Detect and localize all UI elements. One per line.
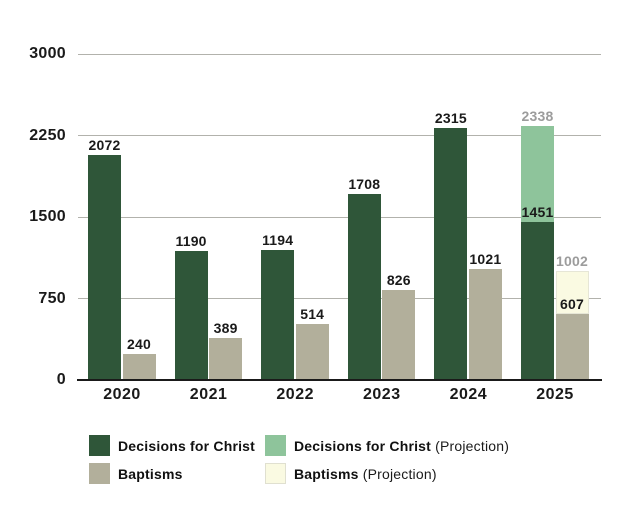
bar-baptisms-2025 xyxy=(555,314,589,380)
y-axis-label-3000: 3000 xyxy=(29,45,66,62)
bar-decisions-for-christ-projection-2025 xyxy=(521,125,554,223)
bar-value-label-decisions-for-christ-2020: 2072 xyxy=(88,136,121,153)
bar-baptisms-2022 xyxy=(295,324,329,380)
bar-baptisms-2021 xyxy=(209,337,243,380)
legend-item-baptisms: Baptisms xyxy=(89,463,183,484)
x-axis-label-2025: 2025 xyxy=(536,386,574,403)
bar-value-label-decisions-for-christ-2022: 1194 xyxy=(262,232,294,249)
bar-value-label-baptisms-2025: 607 xyxy=(560,296,584,313)
legend-swatch-decisions-for-christ-projection xyxy=(265,435,286,456)
bar-decisions-for-christ-2020 xyxy=(88,154,121,380)
bar-value-label-decisions-for-christ-2025: 1451 xyxy=(521,204,554,221)
legend-item-baptisms-projection: Baptisms (Projection) xyxy=(265,463,437,484)
legend-label: Decisions for Christ xyxy=(118,437,256,454)
gridline-2250 xyxy=(78,135,601,136)
bar-decisions-for-christ-2021 xyxy=(174,250,208,380)
bar-value-label-decisions-for-christ-2024: 2315 xyxy=(434,110,467,127)
bar-value-label-baptisms-2023: 826 xyxy=(386,272,411,289)
y-axis-label-2250: 2250 xyxy=(29,126,66,144)
x-axis-line xyxy=(77,379,602,381)
x-axis-label-2021: 2021 xyxy=(189,386,228,403)
legend-item-decisions-for-christ: Decisions for Christ xyxy=(89,435,255,456)
x-axis-label-2020: 2020 xyxy=(103,386,141,403)
y-axis-label-0: 0 xyxy=(56,371,66,388)
bar-decisions-for-christ-2022 xyxy=(261,250,295,380)
legend-swatch-baptisms xyxy=(89,463,110,484)
legend-label: Baptisms xyxy=(118,465,183,482)
bar-baptisms-2020 xyxy=(122,353,156,380)
legend-label: Decisions for Christ (Projection) xyxy=(294,437,510,454)
y-axis-label-750: 750 xyxy=(38,289,66,307)
bar-total-label-decisions-for-christ-projection-2025: 2338 xyxy=(521,107,554,124)
x-axis-label-2022: 2022 xyxy=(276,386,314,403)
gridline-3000 xyxy=(78,53,601,55)
legend-swatch-baptisms-projection xyxy=(265,463,286,484)
gridline-750 xyxy=(78,298,601,299)
x-axis-label-2024: 2024 xyxy=(449,386,488,403)
bar-total-label-baptisms-projection-2025: 1002 xyxy=(556,253,588,270)
legend-label-suffix: (Projection) xyxy=(358,465,437,482)
bar-baptisms-2024 xyxy=(468,269,502,380)
bar-baptisms-2023 xyxy=(382,290,416,380)
bar-value-label-baptisms-2022: 514 xyxy=(300,306,325,323)
legend-label-suffix: (Projection) xyxy=(431,437,510,454)
bar-value-label-baptisms-2020: 240 xyxy=(127,335,151,352)
x-axis-label-2023: 2023 xyxy=(363,386,401,403)
bar-decisions-for-christ-2025 xyxy=(521,222,554,380)
bar-value-label-decisions-for-christ-2021: 1190 xyxy=(175,232,207,249)
legend-label: Baptisms (Projection) xyxy=(294,465,437,482)
legend-item-decisions-for-christ-projection: Decisions for Christ (Projection) xyxy=(265,435,509,456)
bar-decisions-for-christ-2023 xyxy=(347,194,381,380)
legend-swatch-decisions-for-christ xyxy=(89,435,110,456)
gridline-1500 xyxy=(78,216,601,218)
bar-value-label-baptisms-2024: 1021 xyxy=(469,251,502,268)
bar-value-label-decisions-for-christ-2023: 1708 xyxy=(348,176,381,193)
bar-value-label-baptisms-2021: 389 xyxy=(213,319,238,336)
bar-decisions-for-christ-2024 xyxy=(434,128,468,380)
bar-baptisms-projection-2025 xyxy=(555,271,589,315)
y-axis-label-1500: 1500 xyxy=(29,208,66,225)
